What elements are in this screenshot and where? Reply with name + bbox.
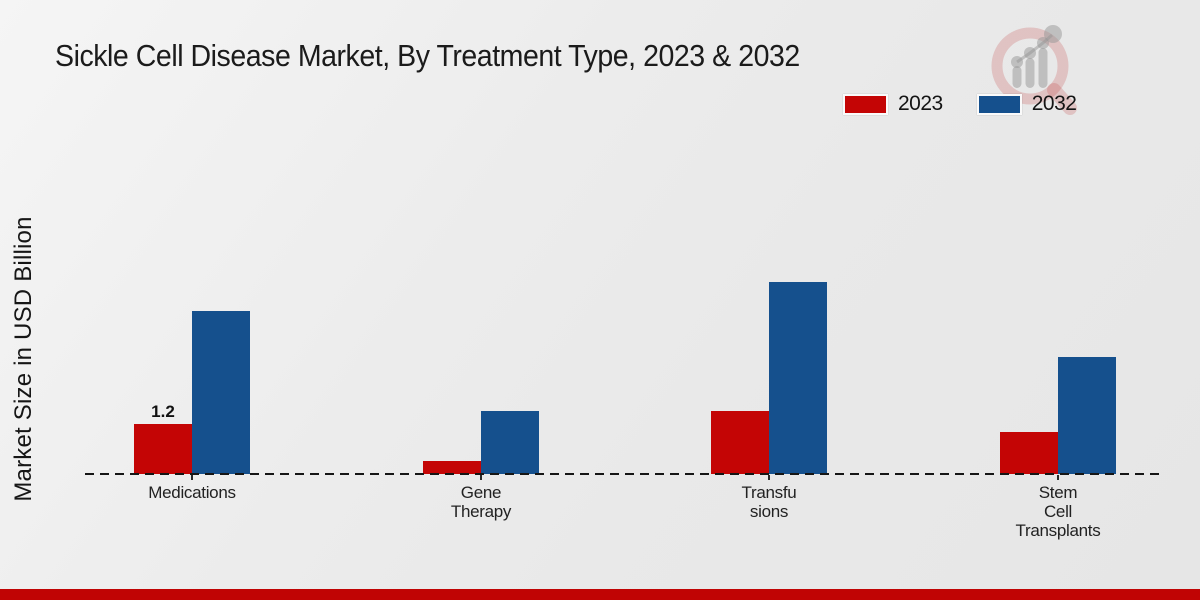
x-axis-tick (191, 475, 193, 480)
bar-2032-gene-therapy (481, 411, 539, 474)
y-axis-label: Market Size in USD Billion (10, 216, 37, 502)
category-label-gene-therapy: Gene Therapy (450, 483, 512, 521)
legend-label-2023: 2023 (898, 92, 943, 115)
legend-item-2032: 2032 (976, 92, 1077, 116)
magnifier-bar-chart-watermark-icon (991, 25, 1077, 115)
category-label-transfusions: Transfu sions (741, 483, 797, 521)
x-axis-dashed-line (85, 473, 1165, 475)
x-axis-tick (1057, 475, 1059, 480)
legend: 2023 2032 (843, 92, 1077, 116)
category-label-stem-cell-transplants: Stem Cell Transplants (1015, 483, 1101, 540)
x-axis-tick (768, 475, 770, 480)
bar-2032-medications (192, 311, 250, 474)
x-axis-tick (480, 475, 482, 480)
bar-2032-transfusions (769, 282, 827, 474)
bar-2032-stem-cell-transplants (1058, 357, 1116, 474)
bar-2023-transfusions (711, 411, 769, 474)
category-label-medications: Medications (148, 483, 236, 502)
legend-swatch-2023 (843, 93, 888, 115)
legend-label-2032: 2032 (1031, 92, 1077, 115)
bar-2023-medications (134, 424, 192, 474)
footer-stripe (0, 589, 1200, 600)
bar-2023-gene-therapy (423, 461, 481, 474)
bar-value-label: 1.2 (151, 402, 175, 421)
legend-swatch-2032 (976, 93, 1022, 115)
bar-2023-stem-cell-transplants (1000, 432, 1058, 474)
legend-item-2023: 2023 (843, 92, 943, 116)
chart-title: Sickle Cell Disease Market, By Treatment… (55, 38, 800, 73)
